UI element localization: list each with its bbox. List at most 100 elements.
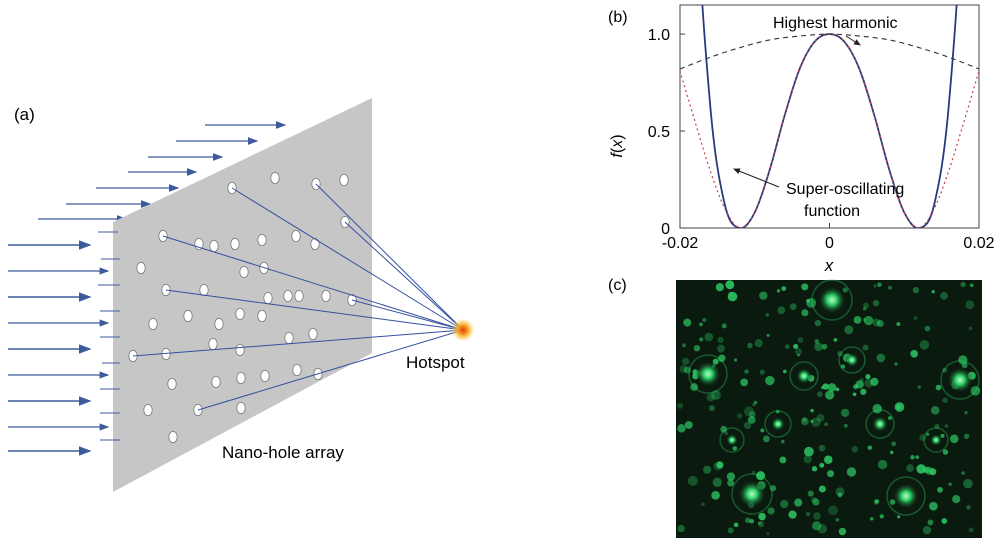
nano-hole: [308, 327, 318, 340]
speckle-dot: [806, 298, 810, 303]
focal-spot: [796, 368, 812, 384]
speckle-dot: [865, 374, 871, 380]
speckle-dot: [948, 482, 952, 486]
speckle-dot: [811, 496, 818, 504]
speckle-dot: [781, 439, 785, 444]
nano-hole: [339, 173, 349, 186]
speckle-dot: [952, 494, 961, 504]
focusing-ray: [315, 183, 464, 331]
speckle-dot: [961, 471, 965, 475]
focusing-ray: [197, 329, 464, 411]
speckle-dot: [927, 519, 934, 526]
speckle-dot: [912, 286, 920, 294]
speckle-dot: [811, 417, 821, 427]
speckle-dot: [766, 333, 770, 337]
speckle-dot: [793, 343, 799, 350]
speckle-dot: [840, 408, 850, 418]
nano-hole: [209, 239, 219, 252]
speckle-dot: [873, 500, 879, 505]
nano-hole: [291, 229, 301, 242]
speckle-dot: [940, 433, 945, 438]
focal-spot: [947, 367, 973, 393]
nano-hole: [239, 265, 249, 278]
speckle-dot: [843, 423, 848, 428]
nano-hole: [168, 430, 178, 443]
speckle-dot: [879, 514, 884, 519]
speckle-dot: [924, 325, 931, 332]
focal-spot-ring: [923, 427, 949, 453]
speckle-dot: [747, 342, 753, 349]
focal-spot: [738, 480, 766, 508]
focal-spot: [845, 353, 859, 367]
speckle-dot: [687, 475, 698, 486]
speckle-dot: [775, 409, 780, 414]
speckle-dot: [724, 431, 729, 436]
focal-spot: [872, 416, 888, 432]
speckle-dot: [717, 344, 725, 353]
speckle-dot: [870, 377, 879, 386]
speckle-dot: [934, 423, 940, 429]
speckle-dot: [827, 383, 837, 392]
speckle-dot: [876, 320, 884, 327]
speckle-dot: [758, 512, 766, 521]
speckle-dot: [897, 515, 901, 519]
speckle-dot: [872, 318, 881, 327]
focusing-ray: [344, 221, 464, 331]
speckle-dot: [757, 521, 765, 528]
speckle-dot: [699, 337, 704, 342]
speckle-dot: [852, 392, 857, 397]
focal-spot: [726, 434, 738, 446]
speckle-dot: [930, 405, 940, 415]
panel-c-label: (c): [608, 277, 627, 294]
speckle-dot: [963, 478, 973, 489]
speckle-dot: [702, 317, 707, 322]
speckle-dot: [677, 424, 686, 433]
speckle-dot: [745, 517, 751, 523]
speckle-dot: [756, 471, 766, 481]
speckle-dot: [869, 516, 874, 521]
nano-hole: [283, 289, 293, 302]
speckle-dot: [964, 410, 968, 415]
focal-spot-ring: [764, 410, 792, 438]
speckle-dot: [853, 315, 862, 324]
panel-a: (a) Hotspot Nano-hole array: [8, 98, 474, 492]
nano-holes: [128, 171, 357, 443]
speckle-dot: [711, 490, 720, 500]
speckle-dot: [777, 306, 786, 315]
focal-spot-ring: [811, 279, 853, 321]
speckle-dot: [683, 318, 692, 327]
y-ticks: 0 0.5 1.0: [648, 27, 685, 238]
speckle-dot: [684, 420, 693, 429]
speckle-dot: [682, 357, 690, 366]
speckle-dot: [864, 378, 874, 388]
speckle-dot: [837, 351, 843, 357]
x-axis-label: x: [824, 256, 834, 275]
focal-spot-ring: [719, 427, 745, 453]
speckle-dot: [727, 479, 735, 487]
nano-hole: [310, 237, 320, 250]
speckle-dot: [965, 300, 975, 310]
speckle-dot: [817, 391, 823, 398]
speckle-dot: [817, 524, 828, 534]
speckle-dot: [872, 299, 880, 307]
speckle-dot: [726, 472, 736, 481]
speckle-dot: [824, 455, 833, 464]
speckle-dot: [690, 383, 699, 391]
focal-spot-ring: [940, 360, 980, 400]
speckle-dot: [970, 385, 981, 396]
speckle-dot: [913, 316, 918, 321]
nano-hole: [236, 371, 246, 384]
speckle-dot: [813, 512, 821, 520]
speckle-dot: [835, 517, 840, 522]
speckle-dot: [733, 522, 739, 528]
speckle-dot: [788, 510, 797, 519]
speckle-dot: [937, 487, 943, 493]
annotation-super-oscillating-line1: Super-oscillating: [786, 181, 904, 198]
speckle-dot: [860, 388, 867, 395]
speckle-dot: [818, 485, 826, 493]
speckle-dot: [727, 527, 734, 534]
plot-series: [680, 5, 979, 228]
speckle-dot: [781, 286, 787, 291]
speckle-dot: [701, 502, 705, 507]
speckle-dot: [942, 367, 948, 373]
